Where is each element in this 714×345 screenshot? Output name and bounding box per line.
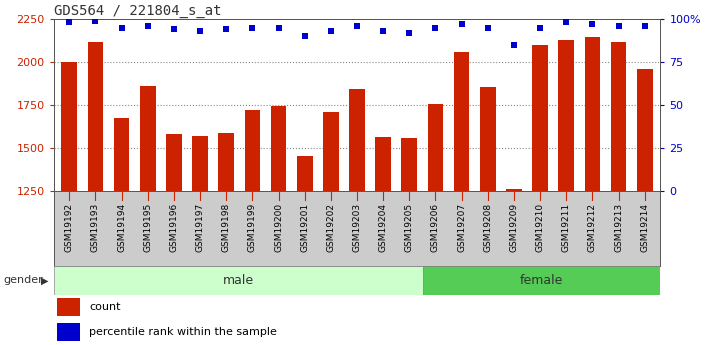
Bar: [532, 45, 548, 191]
Point: [560, 20, 572, 25]
Bar: [454, 52, 470, 191]
Bar: [480, 87, 496, 191]
Point: [221, 27, 232, 32]
Point: [169, 27, 180, 32]
Point: [430, 25, 441, 30]
Text: GSM19212: GSM19212: [588, 203, 597, 252]
Bar: [192, 136, 208, 191]
Text: ▶: ▶: [41, 275, 49, 285]
Bar: [218, 133, 234, 191]
Text: gender: gender: [4, 275, 44, 285]
Text: GSM19201: GSM19201: [300, 203, 309, 252]
Bar: [428, 104, 443, 191]
Text: GSM19208: GSM19208: [483, 203, 492, 252]
Point: [299, 33, 311, 39]
Text: GSM19203: GSM19203: [353, 203, 361, 252]
Text: GSM19194: GSM19194: [117, 203, 126, 252]
Bar: [56, 324, 80, 341]
Text: GSM19214: GSM19214: [640, 203, 649, 252]
Text: GSM19200: GSM19200: [274, 203, 283, 252]
Point: [351, 23, 363, 29]
Bar: [244, 110, 260, 191]
Text: female: female: [520, 274, 563, 287]
Bar: [271, 106, 286, 191]
Bar: [585, 37, 600, 191]
Text: GSM19209: GSM19209: [510, 203, 518, 252]
Point: [325, 28, 336, 34]
Point: [90, 18, 101, 23]
Text: GSM19192: GSM19192: [65, 203, 74, 252]
Bar: [401, 138, 417, 191]
Point: [639, 23, 650, 29]
Bar: [54, 266, 423, 295]
Bar: [56, 298, 80, 316]
Bar: [140, 86, 156, 191]
Text: GSM19199: GSM19199: [248, 203, 257, 252]
Text: GSM19206: GSM19206: [431, 203, 440, 252]
Text: GSM19211: GSM19211: [562, 203, 570, 252]
Text: GSM19195: GSM19195: [144, 203, 152, 252]
Point: [246, 25, 258, 30]
Text: count: count: [89, 302, 121, 312]
Bar: [558, 40, 574, 191]
Point: [534, 25, 545, 30]
Point: [482, 25, 493, 30]
Bar: [323, 112, 338, 191]
Text: GSM19204: GSM19204: [378, 203, 388, 252]
Text: GDS564 / 221804_s_at: GDS564 / 221804_s_at: [54, 4, 221, 18]
Text: GSM19210: GSM19210: [536, 203, 545, 252]
Bar: [61, 62, 77, 191]
Bar: [506, 189, 522, 191]
Bar: [88, 42, 104, 191]
Text: GSM19207: GSM19207: [457, 203, 466, 252]
Point: [456, 21, 468, 27]
Point: [587, 21, 598, 27]
Text: GSM19202: GSM19202: [326, 203, 336, 252]
Point: [403, 30, 415, 36]
Bar: [114, 118, 129, 191]
Bar: [349, 89, 365, 191]
Bar: [376, 137, 391, 191]
Point: [378, 28, 389, 34]
Bar: [637, 69, 653, 191]
Point: [508, 42, 520, 48]
Point: [194, 28, 206, 34]
Point: [142, 23, 154, 29]
Point: [273, 25, 284, 30]
Text: GSM19205: GSM19205: [405, 203, 414, 252]
Bar: [166, 134, 182, 191]
Bar: [423, 266, 660, 295]
Text: GSM19198: GSM19198: [222, 203, 231, 252]
Text: percentile rank within the sample: percentile rank within the sample: [89, 327, 277, 337]
Text: male: male: [223, 274, 253, 287]
Bar: [610, 42, 626, 191]
Text: GSM19193: GSM19193: [91, 203, 100, 252]
Text: GSM19213: GSM19213: [614, 203, 623, 252]
Point: [613, 23, 624, 29]
Point: [64, 20, 75, 25]
Bar: [297, 156, 313, 191]
Text: GSM19197: GSM19197: [196, 203, 204, 252]
Text: GSM19196: GSM19196: [169, 203, 178, 252]
Point: [116, 25, 127, 30]
